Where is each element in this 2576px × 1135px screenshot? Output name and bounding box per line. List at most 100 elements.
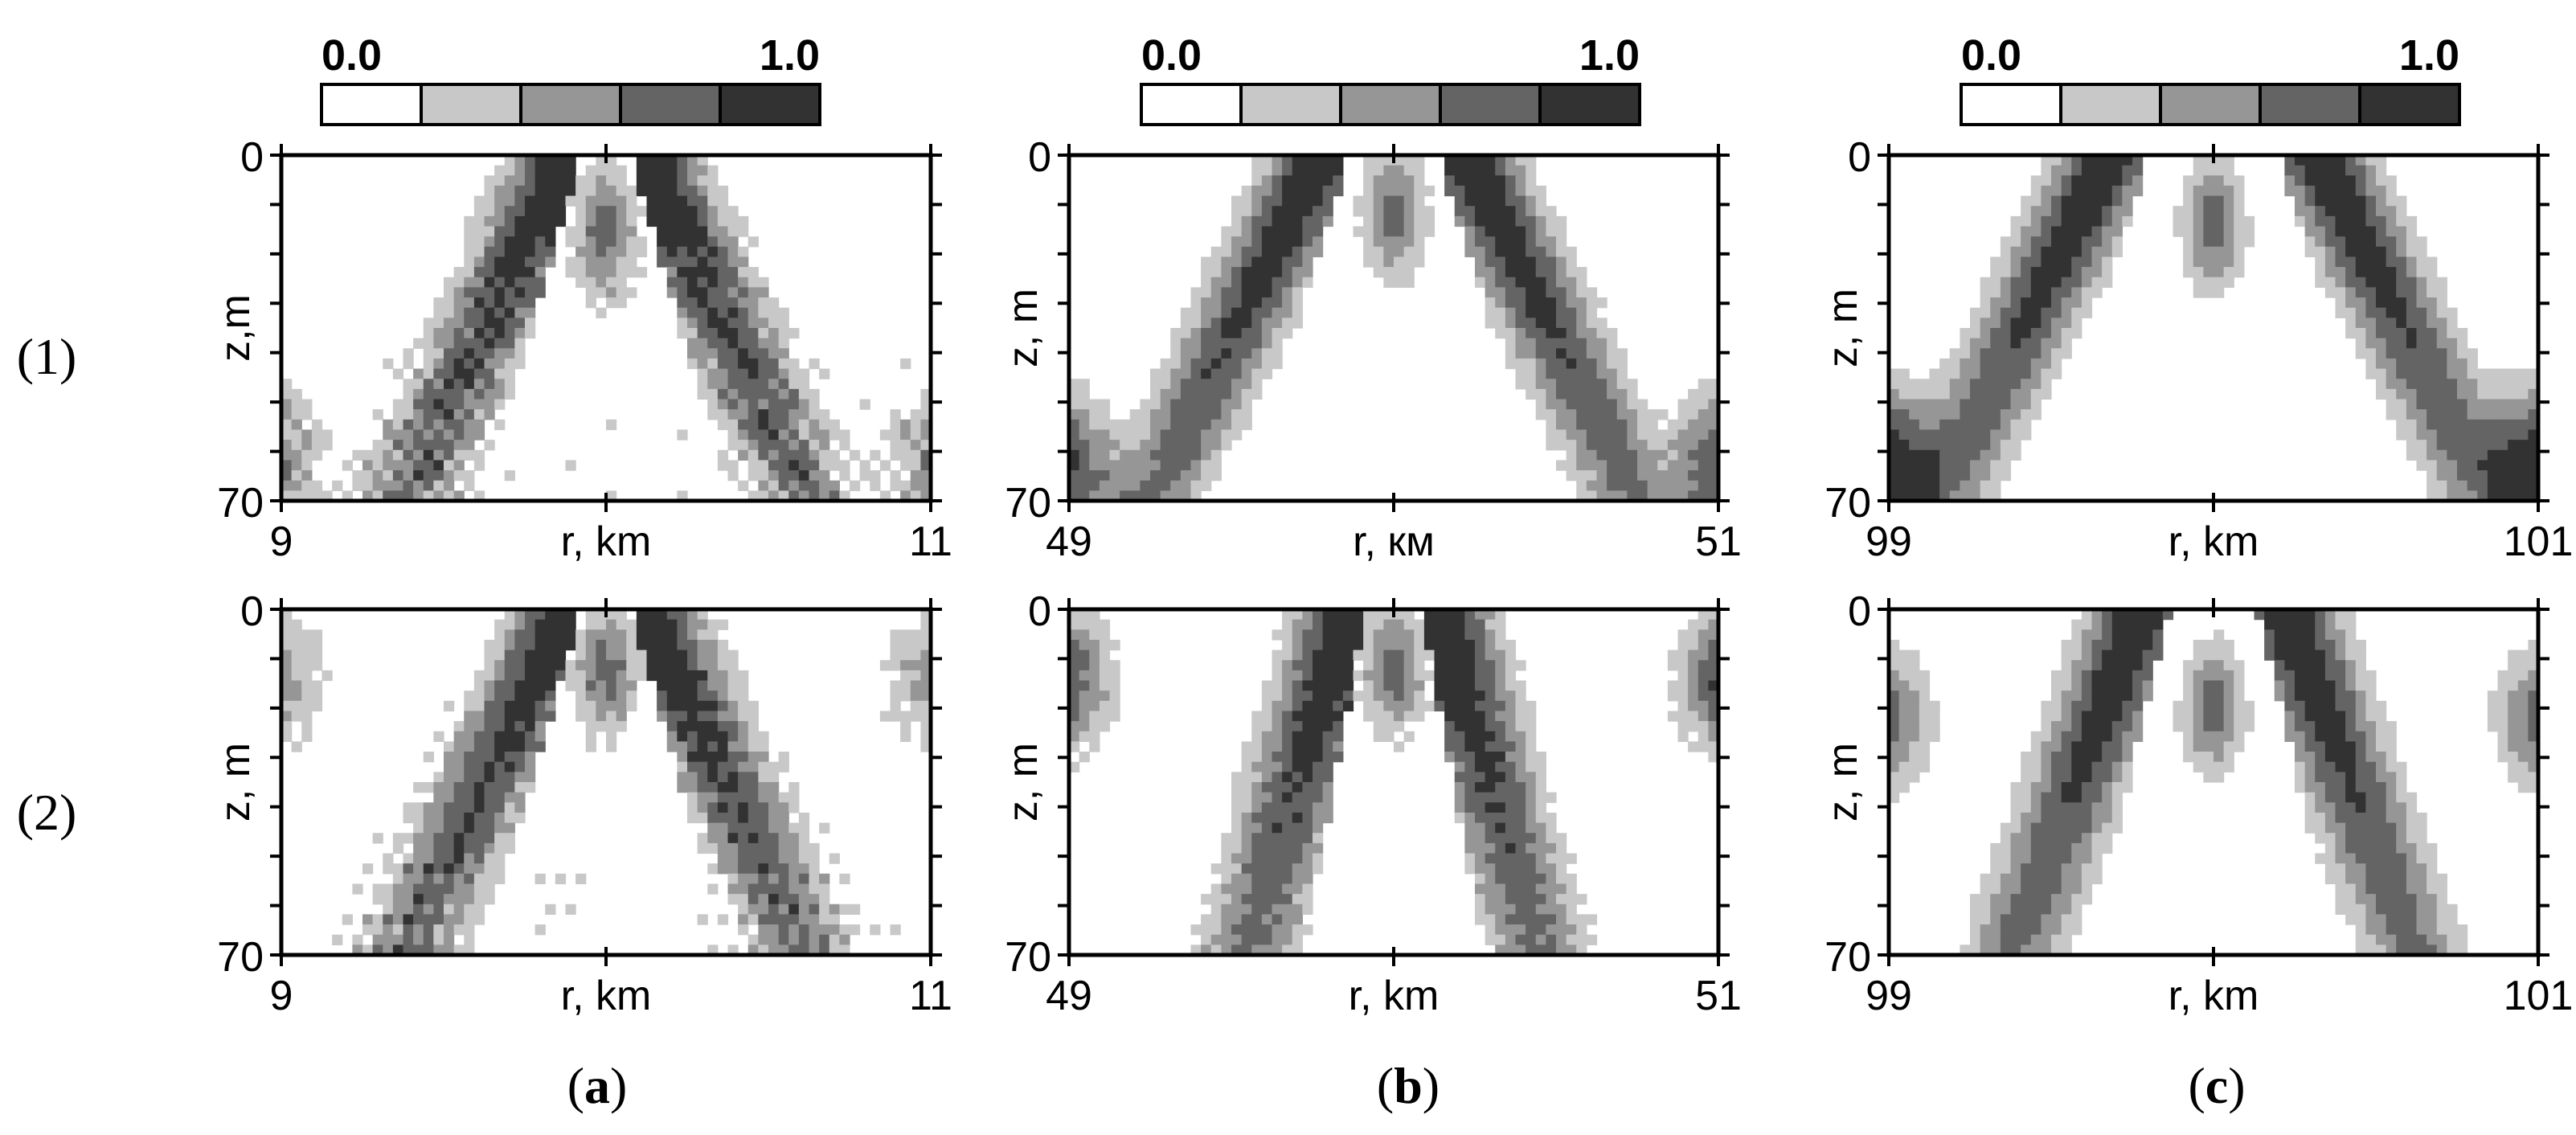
- field-cell: [1576, 944, 1587, 955]
- field-cell: [1708, 470, 1718, 481]
- field-cell: [2345, 277, 2357, 289]
- field-cell: [738, 368, 749, 379]
- field-cell: [747, 460, 759, 471]
- field-cell: [2436, 460, 2447, 471]
- field-cell: [1495, 761, 1506, 772]
- field-cell: [2081, 226, 2093, 237]
- field-cell: [281, 731, 293, 743]
- field-cell: [433, 772, 444, 783]
- field-cell: [2376, 175, 2387, 186]
- field-cell: [738, 711, 749, 722]
- field-cell: [2365, 670, 2377, 682]
- field-cell: [727, 215, 739, 227]
- field-cell: [1302, 822, 1313, 834]
- field-cell: [1322, 165, 1333, 176]
- field-cell: [403, 863, 414, 875]
- field-cell: [1160, 379, 1171, 390]
- field-cell: [1201, 358, 1212, 370]
- field-cell: [1535, 348, 1546, 359]
- field-cell: [1990, 277, 2001, 289]
- field-cell: [301, 429, 313, 440]
- field-cell: [2406, 215, 2418, 227]
- field-cell: [738, 833, 749, 844]
- field-cell: [717, 449, 729, 461]
- field-cell: [1241, 409, 1252, 420]
- field-cell: [2528, 711, 2538, 722]
- field-cell: [2345, 711, 2357, 722]
- field-cell: [2051, 348, 2062, 359]
- field-cell: [657, 185, 668, 197]
- field-cell: [1960, 490, 1971, 501]
- field-cell: [525, 175, 536, 186]
- field-cell: [2304, 206, 2316, 217]
- field-cell: [2396, 399, 2407, 410]
- field-cell: [626, 629, 637, 641]
- field-cell: [2376, 155, 2387, 166]
- field-cell: [1596, 297, 1607, 309]
- field-cell: [2051, 155, 2062, 166]
- field-cell: [1313, 670, 1324, 682]
- field-cell: [596, 649, 607, 661]
- field-cell: [413, 903, 424, 916]
- field-cell: [1302, 185, 1313, 197]
- field-cell: [2396, 195, 2407, 207]
- field-cell: [626, 649, 637, 661]
- field-cell: [2193, 195, 2204, 207]
- field-cell: [2477, 388, 2488, 400]
- field-cell: [2324, 680, 2336, 691]
- field-cell: [1241, 236, 1252, 248]
- field-cell: [1667, 460, 1679, 471]
- field-cell: [403, 440, 414, 451]
- field-cell: [494, 206, 506, 217]
- field-cell: [1079, 721, 1090, 732]
- field-cell: [1909, 480, 1920, 491]
- field-cell: [687, 639, 698, 651]
- field-cell: [1535, 368, 1546, 379]
- field-cell: [1363, 690, 1374, 702]
- field-cell: [392, 429, 404, 440]
- field-cell: [1261, 328, 1273, 339]
- field-cell: [2477, 419, 2488, 431]
- field-cell: [738, 690, 749, 702]
- field-cell: [1414, 700, 1425, 712]
- field-cell: [677, 185, 688, 197]
- field-cell: [2416, 449, 2427, 461]
- field-cell: [1515, 267, 1526, 278]
- field-cell: [738, 873, 749, 885]
- field-cell: [2010, 256, 2021, 268]
- field-cell: [2122, 629, 2133, 641]
- field-cell: [565, 629, 576, 641]
- field-cell: [2365, 721, 2377, 732]
- field-cell: [1475, 267, 1486, 278]
- field-cell: [301, 490, 313, 501]
- colorbar-b: 0.0 1.0: [1140, 31, 1641, 126]
- field-cell: [657, 609, 668, 621]
- field-cell: [626, 690, 637, 702]
- field-cell: [534, 287, 546, 298]
- field-cell: [2335, 175, 2346, 186]
- field-cell: [1576, 490, 1587, 501]
- field-cell: [1241, 802, 1252, 813]
- field-cell: [727, 470, 739, 481]
- field-cell: [1423, 649, 1435, 661]
- field-cell: [606, 721, 617, 732]
- field-cell: [900, 429, 911, 440]
- field-cell: [1535, 944, 1546, 955]
- field-cell: [798, 873, 810, 885]
- field-cell: [1526, 711, 1537, 722]
- field-cell: [2335, 670, 2346, 682]
- field-cell: [2203, 731, 2214, 743]
- field-cell: [2071, 328, 2083, 339]
- field-cell: [2193, 660, 2204, 671]
- field-cell: [677, 246, 688, 258]
- field-cell: [2517, 721, 2529, 732]
- field-cell: [1647, 449, 1658, 461]
- field-cell: [1980, 338, 1991, 349]
- field-cell: [1515, 944, 1526, 955]
- field-cell: [1251, 934, 1263, 945]
- field-cell: [1272, 914, 1283, 925]
- field-cell: [1526, 206, 1537, 217]
- field-cell: [1221, 863, 1232, 875]
- field-cell: [697, 731, 708, 743]
